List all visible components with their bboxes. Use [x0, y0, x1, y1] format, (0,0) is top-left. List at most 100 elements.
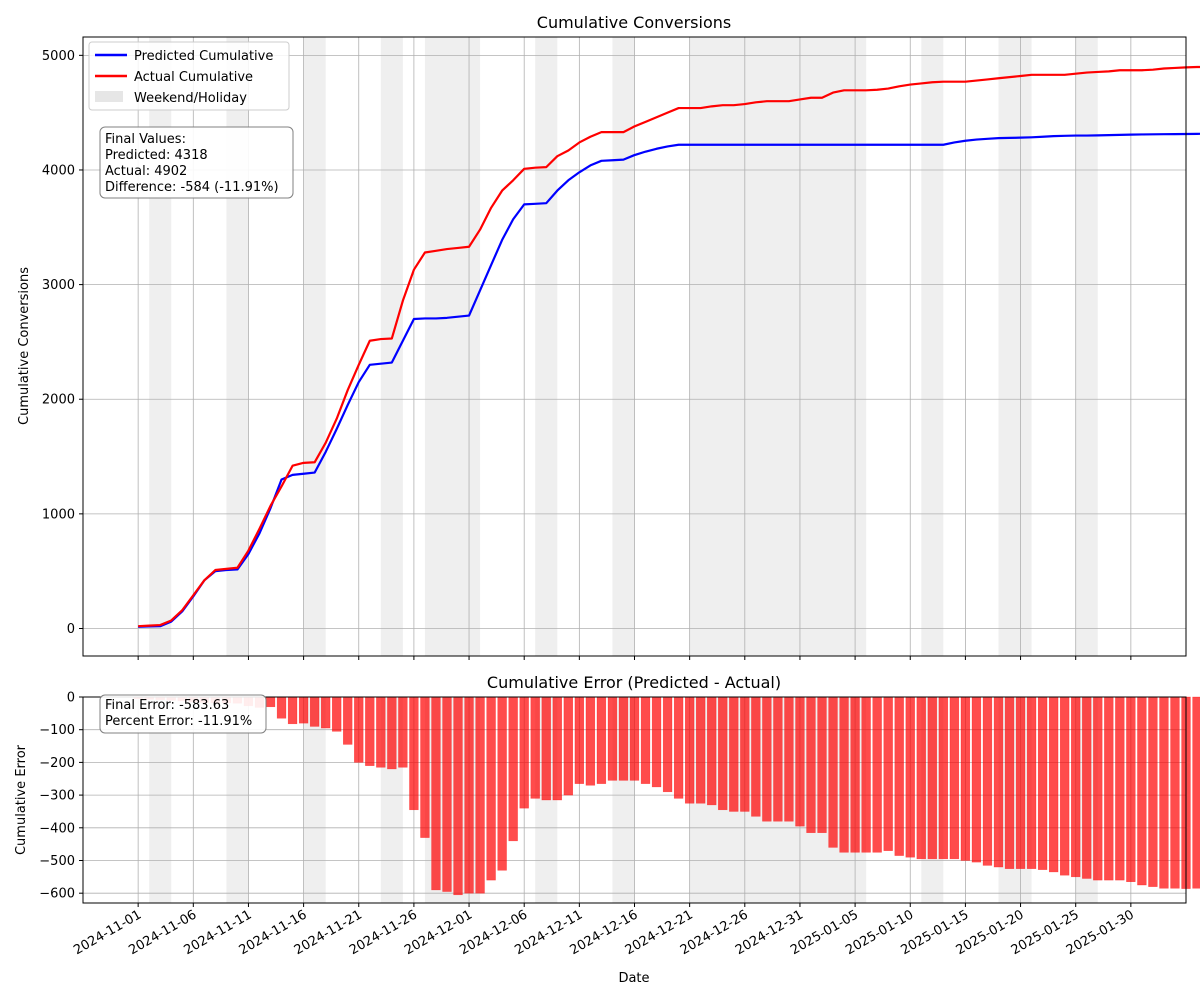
error-bar: [596, 696, 607, 784]
error-bar: [817, 696, 827, 833]
weekend-highlight: [535, 37, 558, 656]
top-x-ticks: [137, 656, 1132, 660]
error-bar: [938, 696, 949, 860]
error-bar: [309, 696, 320, 727]
error-bar: [1126, 696, 1136, 882]
y-tick-label: 3000: [42, 278, 75, 293]
error-bar: [1170, 696, 1180, 889]
error-bar: [585, 696, 596, 786]
y-tick-label: −500: [39, 854, 75, 869]
error-bar: [552, 696, 562, 801]
weekend-highlight: [380, 37, 403, 656]
error-bar: [387, 696, 397, 770]
legend-weekend-label: Weekend/Holiday: [134, 91, 247, 106]
error-bar: [684, 696, 695, 804]
error-bar: [442, 696, 452, 892]
error-bar: [398, 696, 408, 768]
error-bar: [1026, 696, 1037, 869]
error-bar: [773, 696, 783, 822]
error-bar: [420, 696, 430, 838]
error-bar: [618, 696, 629, 781]
error-bar: [1048, 696, 1059, 873]
y-tick-label: 1000: [42, 507, 75, 522]
y-tick-label: 5000: [42, 49, 75, 64]
bottom-x-axis-label: Date: [618, 971, 649, 986]
weekend-highlight: [226, 697, 249, 903]
error-bar: [320, 696, 331, 729]
error-bar: [696, 696, 706, 804]
error-annotation-line: Final Error: -583.63: [105, 698, 229, 713]
error-bar: [1037, 696, 1048, 870]
error-bar: [751, 696, 761, 817]
error-bar: [563, 696, 573, 796]
top-chart-title: Cumulative Conversions: [537, 13, 731, 32]
error-bar: [905, 696, 915, 858]
error-bar: [740, 696, 750, 812]
error-bar: [707, 696, 717, 806]
error-bar: [629, 696, 640, 781]
error-annotation-box: [99, 694, 267, 734]
weekend-highlight: [380, 697, 403, 903]
final-values-line: Actual: 4902: [105, 164, 187, 179]
y-tick-label: 0: [67, 691, 75, 706]
error-bar: [530, 696, 540, 799]
error-bar: [927, 696, 937, 860]
error-bar: [298, 696, 309, 724]
error-bar: [982, 696, 993, 866]
error-bar: [883, 696, 893, 851]
error-bar: [640, 696, 651, 784]
error-bar: [541, 696, 551, 801]
bottom-chart-title: Cumulative Error (Predicted - Actual): [487, 673, 781, 692]
error-bar: [1015, 696, 1026, 869]
error-bar: [971, 696, 982, 863]
error-bar: [949, 696, 960, 860]
weekend-highlight: [424, 37, 481, 656]
error-bar: [784, 696, 794, 822]
error-bar: [1093, 696, 1103, 881]
error-bar: [795, 696, 805, 827]
y-tick-label: −100: [39, 723, 75, 738]
legend-weekend-swatch: [95, 91, 123, 102]
bottom-y-axis-label: Cumulative Error: [14, 744, 29, 855]
error-bar: [1004, 696, 1015, 869]
error-bar: [431, 696, 441, 891]
weekend-highlight: [1075, 37, 1098, 656]
error-bar: [475, 696, 485, 894]
error-bar: [574, 696, 585, 784]
error-bar: [1192, 696, 1200, 889]
weekend-highlight: [612, 37, 635, 656]
final-values-line: Final Values:: [105, 132, 186, 147]
error-bar: [508, 696, 518, 842]
legend-frame: [88, 41, 290, 111]
error-bar: [1159, 696, 1169, 889]
error-bar: [453, 696, 463, 896]
error-bar: [332, 696, 342, 732]
top-series-layer: [138, 65, 1200, 628]
error-bar: [409, 696, 419, 811]
y-tick-label: −400: [39, 821, 75, 836]
error-bar: [486, 696, 496, 881]
actual-cumulative-line: [138, 65, 1200, 628]
error-bar: [376, 696, 386, 768]
error-bar: [651, 696, 662, 788]
final-values-line: Predicted: 4318: [105, 148, 208, 163]
error-bar: [762, 696, 772, 822]
error-annotation: Final Error: -583.63 Percent Error: -11.…: [99, 694, 267, 734]
error-bar: [850, 696, 860, 853]
error-bar: [1082, 696, 1092, 879]
weekend-highlight: [303, 37, 326, 656]
bottom-x-ticks: 2024-11-012024-11-062024-11-112024-11-16…: [71, 903, 1137, 958]
error-bar: [662, 696, 673, 793]
weekend-highlight: [998, 697, 1032, 903]
weekend-highlight: [303, 697, 326, 903]
error-bar: [519, 696, 529, 809]
error-bar: [806, 696, 816, 833]
legend-predicted-label: Predicted Cumulative: [134, 49, 273, 64]
error-bar: [287, 696, 298, 725]
predicted-cumulative-line: [138, 132, 1200, 628]
weekend-highlight: [689, 37, 867, 656]
error-bar: [464, 696, 474, 894]
y-tick-label: 2000: [42, 393, 75, 408]
y-tick-label: −600: [39, 887, 75, 902]
